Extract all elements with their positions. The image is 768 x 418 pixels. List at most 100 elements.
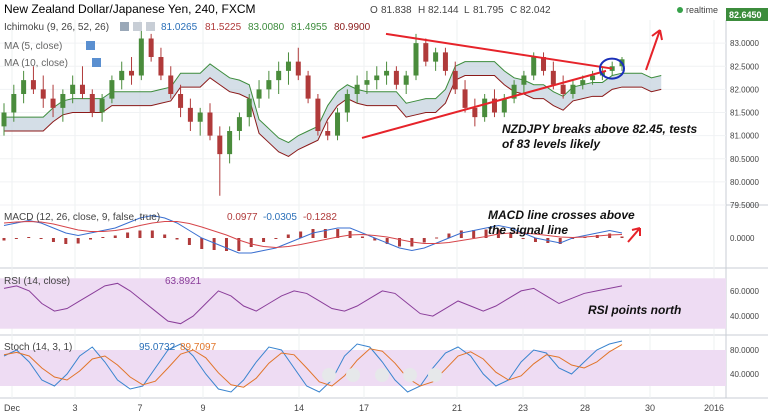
macd-value-1: 0.0977	[227, 212, 258, 223]
candle-body	[393, 70, 399, 85]
rsi-value: 63.8921	[165, 276, 202, 287]
macd-annotation-line-2: the signal line	[488, 223, 568, 237]
macd-label: MACD (12, 26, close, 9, false, true)	[4, 212, 160, 223]
macd-histogram-bar	[484, 229, 488, 238]
x-tick-label: 30	[645, 403, 655, 413]
candle-body	[325, 131, 331, 136]
ma5-eye-icon[interactable]	[86, 41, 95, 50]
macd-histogram-bar	[435, 237, 439, 239]
candle-body	[550, 70, 556, 85]
macd-value-3: -0.1282	[303, 212, 337, 223]
ohlc-close-value: 82.042	[520, 5, 551, 16]
price-tick-label: 81.0000	[730, 132, 759, 141]
x-tick-label: 7	[137, 403, 142, 413]
candle-body	[570, 84, 576, 94]
candle-body	[276, 70, 282, 81]
reset-icon[interactable]	[375, 368, 389, 382]
close-icon[interactable]	[146, 22, 155, 31]
candle-body	[158, 57, 164, 76]
candle-body	[472, 107, 478, 118]
macd-histogram-bar	[212, 238, 216, 250]
candle-body	[541, 57, 547, 71]
macd-histogram-bar	[447, 233, 451, 238]
price-tick-label: 81.5000	[730, 109, 759, 118]
rsi-line	[3, 282, 623, 325]
x-tick-label: 28	[580, 403, 590, 413]
ohlc-open-key: O	[370, 5, 378, 16]
candle-body	[168, 75, 174, 94]
ichimoku-settings[interactable]	[120, 22, 155, 31]
candle-body	[119, 70, 125, 81]
candle-body	[266, 80, 272, 90]
ma5-label: MA (5, close)	[4, 41, 62, 52]
upper-trendline	[385, 32, 613, 70]
candle-body	[227, 131, 233, 155]
macd-histogram-bar	[2, 238, 6, 241]
stoch-k-line	[3, 340, 623, 393]
macd-histogram-bar	[286, 234, 290, 238]
x-tick-label: 2016	[704, 403, 724, 413]
candle-body	[295, 61, 301, 76]
x-tick-label: 9	[200, 403, 205, 413]
candle-body	[60, 94, 66, 108]
stoch-value-d: 89.7097	[180, 342, 217, 353]
candle-body	[21, 80, 27, 94]
candle-body	[403, 75, 409, 85]
ichimoku-label: Ichimoku (9, 26, 52, 26)	[4, 22, 109, 33]
candle-body	[30, 80, 36, 90]
candle-body	[384, 70, 390, 76]
x-tick-label: 21	[452, 403, 462, 413]
candle-body	[236, 117, 242, 131]
candle-body	[148, 38, 154, 57]
zoom-out-icon[interactable]	[322, 368, 336, 382]
realtime-dot-icon	[677, 7, 683, 13]
chart-nav-controls[interactable]	[322, 368, 442, 382]
candle-body	[590, 75, 596, 81]
candle-body	[433, 52, 439, 62]
candle-body	[207, 112, 213, 136]
macd-histogram-bar	[249, 238, 253, 247]
macd-histogram-bar	[175, 238, 179, 240]
macd-histogram-bar	[422, 238, 426, 243]
macd-arrow	[627, 227, 641, 243]
scroll-right-icon[interactable]	[403, 368, 417, 382]
macd-histogram-bar	[150, 230, 154, 238]
gear-icon[interactable]	[133, 22, 142, 31]
ohlc-high-key: H	[418, 5, 425, 16]
eye-icon[interactable]	[120, 22, 129, 31]
ohlc-open-value: 81.838	[381, 5, 412, 16]
macd-histogram-bar	[509, 233, 513, 238]
stoch-value-k: 95.0732	[139, 342, 176, 353]
macd-histogram-bar	[620, 236, 624, 238]
price-tick-label: 82.5000	[730, 62, 759, 71]
senkou-span-b-line	[4, 75, 662, 158]
scroll-left-icon[interactable]	[346, 368, 360, 382]
candle-body	[285, 61, 291, 71]
macd-histogram-bar	[89, 238, 93, 240]
ichimoku-value-3: 83.0080	[248, 22, 285, 33]
candle-body	[413, 43, 419, 76]
macd-histogram-bar	[14, 238, 18, 239]
x-tick-label: 23	[518, 403, 528, 413]
macd-histogram-bar	[472, 230, 476, 238]
rsi-tick-label: 40.0000	[730, 312, 759, 321]
macd-histogram-bar	[274, 238, 278, 239]
macd-line	[3, 214, 623, 254]
ichimoku-value-2: 81.5225	[205, 22, 242, 33]
candle-body	[11, 94, 17, 113]
candle-body	[315, 98, 321, 131]
x-tick-label: 14	[294, 403, 304, 413]
stoch-tick-label: 40.0000	[730, 370, 759, 379]
zoom-in-icon[interactable]	[428, 368, 442, 382]
price-tick-label: 79.5000	[730, 201, 759, 210]
ohlc-high-value: 82.144	[428, 5, 459, 16]
x-tick-label: Dec	[4, 403, 21, 413]
candle-body	[305, 75, 311, 99]
ma10-eye-icon[interactable]	[92, 58, 101, 67]
ichimoku-value-5: 80.9900	[334, 22, 371, 33]
price-tick-label: 80.5000	[730, 155, 759, 164]
stoch-d-line	[3, 344, 623, 388]
macd-histogram-bar	[224, 238, 228, 251]
